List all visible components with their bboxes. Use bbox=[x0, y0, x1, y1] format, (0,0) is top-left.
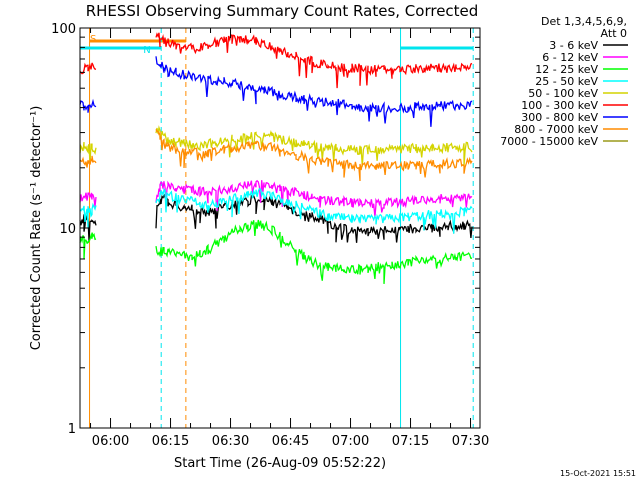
x-tick-label: 07:15 bbox=[392, 434, 429, 449]
x-tick-label: 06:30 bbox=[212, 434, 249, 449]
legend-entry-label: 300 - 800 keV bbox=[521, 111, 598, 124]
y-tick-label: 1 bbox=[68, 422, 76, 437]
legend-entry-label: 800 - 7000 keV bbox=[514, 123, 598, 136]
plot-series bbox=[79, 32, 473, 284]
saa-marker-label: S bbox=[90, 34, 96, 45]
legend-header-line: Att 0 bbox=[601, 27, 627, 40]
x-tick-label: 06:00 bbox=[92, 434, 129, 449]
legend-entry-label: 100 - 300 keV bbox=[521, 99, 598, 112]
legend-entry-label: 6 - 12 keV bbox=[542, 51, 598, 64]
x-tick-label: 06:45 bbox=[272, 434, 309, 449]
y-axis-ticks: 1 10 100 bbox=[51, 22, 480, 437]
series-line-7 bbox=[79, 129, 473, 182]
night-marker-label: N bbox=[143, 45, 150, 56]
x-tick-label: 07:00 bbox=[332, 434, 369, 449]
series-line-2 bbox=[79, 219, 473, 284]
series-line-6 bbox=[79, 56, 473, 127]
footer-timestamp: 15-Oct-2021 15:51 bbox=[560, 469, 636, 478]
x-axis-ticks: 06:00 06:15 06:30 06:45 07:00 07:15 07:30 bbox=[90, 28, 489, 449]
series-line-4 bbox=[79, 125, 473, 167]
legend-entry-label: 7000 - 15000 keV bbox=[500, 135, 598, 148]
x-axis-label: Start Time (26-Aug-09 05:52:22) bbox=[174, 456, 386, 471]
series-line-3 bbox=[79, 187, 473, 234]
y-axis-label: Corrected Count Rate (s⁻¹ detector⁻¹) bbox=[29, 106, 44, 351]
x-tick-label: 07:30 bbox=[452, 434, 489, 449]
legend-entry-label: 3 - 6 keV bbox=[549, 39, 598, 52]
y-tick-label: 10 bbox=[59, 222, 76, 237]
legend-entry-label: 12 - 25 keV bbox=[535, 63, 598, 76]
legend-entry-label: 50 - 100 keV bbox=[528, 87, 598, 100]
y-tick-label: 100 bbox=[51, 22, 76, 37]
chart-title: RHESSI Observing Summary Count Rates, Co… bbox=[86, 2, 479, 20]
legend-header-line: Det 1,3,4,5,6,9, bbox=[541, 15, 627, 28]
series-line-1 bbox=[79, 179, 473, 218]
x-tick-label: 06:15 bbox=[152, 434, 189, 449]
legend-entry-label: 25 - 50 keV bbox=[535, 75, 598, 88]
